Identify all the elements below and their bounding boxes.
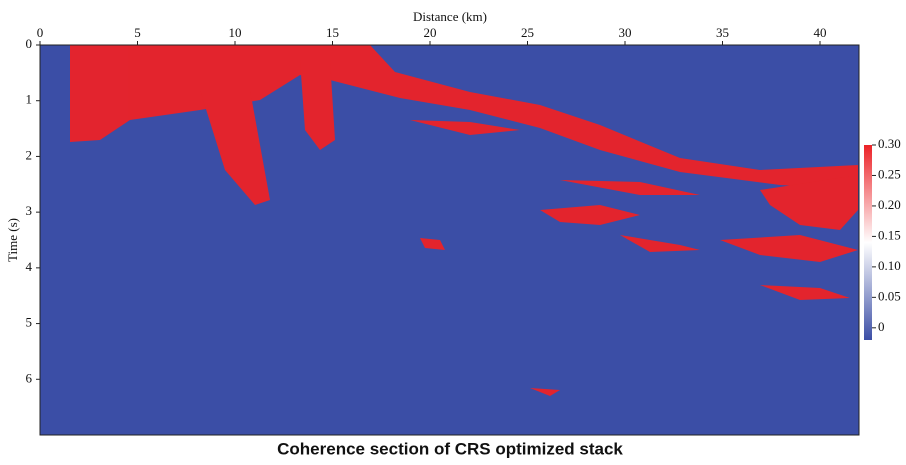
y-tick-label: 3 (26, 203, 33, 218)
x-tick-label: 0 (37, 25, 44, 40)
y-tick-label: 5 (26, 315, 33, 330)
x-tick-label: 5 (134, 25, 141, 40)
colorbar-tick-label: 0.30 (878, 136, 901, 151)
y-tick-label: 6 (26, 370, 33, 385)
y-tick-label: 4 (26, 259, 33, 274)
colorbar-tick-label: 0.25 (878, 166, 901, 181)
x-tick-label: 30 (619, 25, 632, 40)
x-tick-label: 15 (326, 25, 339, 40)
y-tick-label: 0 (26, 36, 33, 51)
colorbar-tick-label: 0.05 (878, 288, 901, 303)
x-tick-label: 40 (814, 25, 827, 40)
chart-title: Coherence section of CRS optimized stack (277, 439, 623, 458)
x-tick-label: 35 (716, 25, 729, 40)
y-tick-label: 2 (26, 147, 33, 162)
x-tick-label: 10 (229, 25, 242, 40)
colorbar (864, 145, 872, 340)
x-axis-label: Distance (km) (413, 9, 487, 24)
colorbar-tick-label: 0.10 (878, 258, 901, 273)
x-tick-label: 25 (521, 25, 534, 40)
colorbar-tick-label: 0 (878, 319, 885, 334)
colorbar-tick-label: 0.20 (878, 197, 901, 212)
colorbar-tick-label: 0.15 (878, 227, 901, 242)
y-tick-label: 1 (26, 92, 33, 107)
chart: Distance (km) Time (s) Coherence section… (0, 0, 906, 460)
x-tick-label: 20 (424, 25, 437, 40)
y-axis-label: Time (s) (5, 218, 20, 262)
